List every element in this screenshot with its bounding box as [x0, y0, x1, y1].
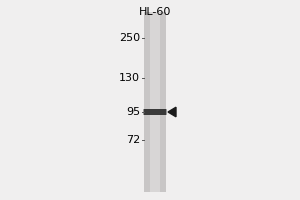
- Text: 250: 250: [119, 33, 140, 43]
- Text: 95: 95: [126, 107, 140, 117]
- Polygon shape: [168, 107, 176, 117]
- Text: 72: 72: [126, 135, 140, 145]
- Bar: [150, 12, 160, 192]
- FancyBboxPatch shape: [143, 109, 167, 115]
- Text: 130: 130: [119, 73, 140, 83]
- Text: HL-60: HL-60: [139, 7, 171, 17]
- Bar: [144, 12, 166, 192]
